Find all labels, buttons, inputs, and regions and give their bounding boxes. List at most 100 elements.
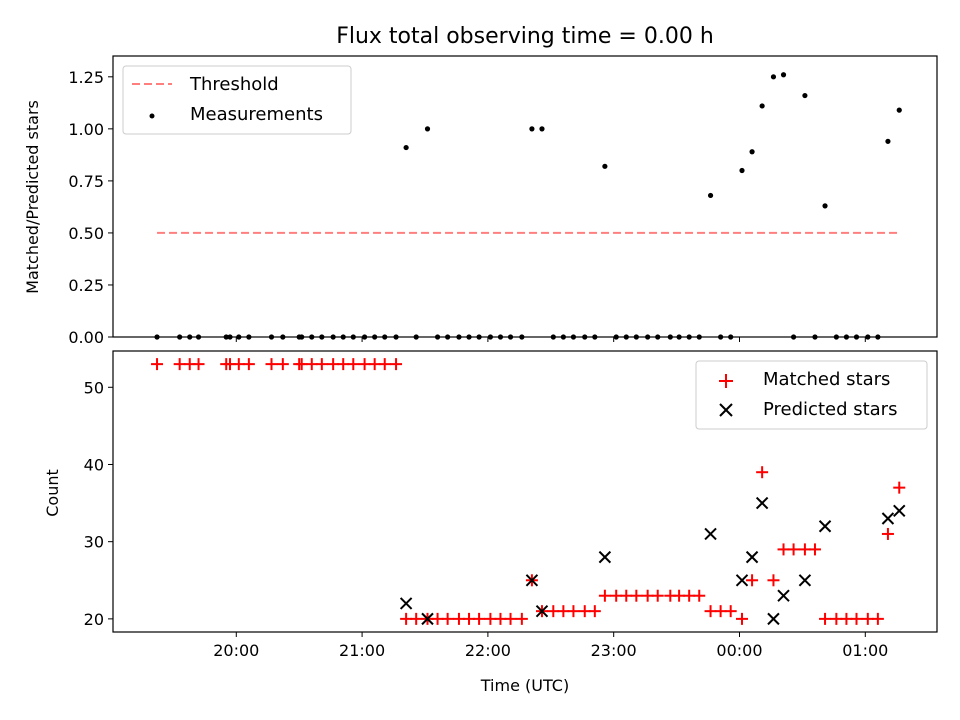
matched-star-marker bbox=[881, 527, 894, 540]
measurement-point bbox=[865, 334, 871, 340]
bottom-y-tick-label: 50 bbox=[84, 378, 104, 397]
measurement-point bbox=[246, 334, 252, 340]
bottom-legend: Matched stars Predicted stars bbox=[695, 360, 928, 430]
measurement-point bbox=[645, 334, 651, 340]
top-y-tick-label: 0.00 bbox=[68, 328, 104, 347]
matched-star-marker bbox=[693, 589, 706, 602]
predicted-star-stroke bbox=[881, 512, 895, 525]
matched-star-marker bbox=[704, 605, 717, 618]
measurement-point bbox=[875, 334, 881, 340]
matched-star-marker bbox=[378, 358, 391, 371]
matched-star-marker bbox=[390, 358, 403, 371]
measurement-point bbox=[466, 334, 472, 340]
matched-star-marker bbox=[808, 543, 821, 556]
matched-star-marker bbox=[463, 612, 476, 625]
measurement-point bbox=[299, 334, 305, 340]
measurement-point bbox=[822, 203, 828, 209]
measurement-point bbox=[507, 334, 514, 340]
predicted-star-marker bbox=[421, 612, 434, 626]
measurement-point bbox=[393, 334, 399, 340]
matched-star-marker bbox=[714, 605, 727, 618]
matched-star-marker bbox=[410, 612, 423, 625]
matched-star-marker bbox=[798, 543, 811, 556]
matched-star-marker bbox=[368, 358, 381, 371]
measurement-point bbox=[696, 334, 702, 340]
matched-star-marker bbox=[557, 605, 570, 618]
matched-star-marker bbox=[305, 358, 318, 371]
measurement-point bbox=[362, 334, 368, 340]
measurement-point bbox=[560, 334, 566, 340]
bottom-y-tick-label: 20 bbox=[84, 610, 104, 629]
matched-star-marker bbox=[620, 589, 633, 602]
chart-title: Flux total observing time = 0.00 h bbox=[336, 24, 714, 49]
measurement-point bbox=[853, 334, 860, 340]
legend-measurements-label: Measurements bbox=[190, 104, 323, 125]
bottom-x-tick-label: 22:00 bbox=[465, 641, 511, 660]
matched-star-marker bbox=[893, 481, 906, 494]
matched-star-marker bbox=[861, 612, 874, 625]
predicted-star-stroke bbox=[704, 527, 717, 541]
measurement-point bbox=[896, 107, 902, 113]
measurement-point bbox=[759, 103, 765, 109]
bottom-x-tick-label: 00:00 bbox=[716, 641, 762, 660]
predicted-stars-layer bbox=[399, 496, 906, 626]
matched-star-marker bbox=[494, 612, 507, 625]
top-y-tick-label: 1.00 bbox=[68, 120, 104, 139]
predicted-star-stroke bbox=[777, 589, 790, 602]
measurement-point bbox=[633, 334, 639, 340]
measurement-point bbox=[445, 334, 451, 340]
predicted-star-stroke bbox=[421, 612, 434, 626]
predicted-star-marker bbox=[598, 550, 612, 564]
matched-star-marker bbox=[819, 612, 832, 625]
measurement-point bbox=[519, 334, 525, 340]
matched-star-marker bbox=[850, 612, 863, 625]
measurement-point bbox=[812, 334, 818, 340]
predicted-star-marker bbox=[767, 612, 780, 626]
predicted-star-marker bbox=[704, 527, 717, 541]
measurement-point bbox=[154, 334, 160, 340]
legend-matched-label: Matched stars bbox=[763, 369, 890, 390]
bottom-x-tick-label: 23:00 bbox=[591, 641, 637, 660]
matched-star-marker bbox=[400, 612, 413, 625]
legend-matched-swatch bbox=[719, 374, 733, 388]
measurement-point bbox=[236, 334, 242, 340]
matched-star-marker bbox=[651, 589, 664, 602]
matched-star-marker bbox=[276, 358, 289, 371]
top-legend: Threshold Measurements bbox=[122, 65, 352, 135]
matched-star-marker bbox=[173, 358, 186, 371]
measurement-point bbox=[550, 334, 556, 340]
bottom-y-tick-label: 30 bbox=[84, 533, 104, 552]
measurement-point bbox=[280, 334, 286, 340]
measurement-point bbox=[707, 192, 714, 199]
measurement-point bbox=[177, 334, 183, 340]
top-panel: 0.00 0.25 0.50 0.75 1.00 1.25 Matched/Predict… bbox=[23, 55, 938, 347]
predicted-star-marker bbox=[535, 604, 549, 618]
matched-star-marker bbox=[777, 543, 790, 556]
x-axis-label: Time (UTC) bbox=[480, 676, 569, 695]
matched-star-marker bbox=[578, 605, 591, 618]
matched-star-marker bbox=[724, 605, 737, 618]
measurement-point bbox=[602, 163, 608, 169]
predicted-star-marker bbox=[399, 597, 413, 610]
measurement-point bbox=[802, 92, 808, 99]
bottom-legend-box bbox=[695, 360, 928, 430]
top-y-axis: 0.00 0.25 0.50 0.75 1.00 1.25 bbox=[68, 68, 113, 347]
matched-star-marker bbox=[515, 612, 528, 625]
matched-star-marker bbox=[567, 605, 580, 618]
matched-star-marker bbox=[358, 358, 371, 371]
legend-predicted-swatch bbox=[719, 403, 733, 417]
predicted-star-marker bbox=[745, 550, 759, 564]
matched-star-marker bbox=[232, 358, 245, 371]
matched-star-marker bbox=[151, 358, 164, 371]
matched-star-marker bbox=[441, 612, 454, 625]
legend-measurements-swatch bbox=[149, 113, 155, 119]
predicted-star-stroke bbox=[893, 504, 906, 518]
measurement-point bbox=[434, 334, 441, 340]
matched-star-marker bbox=[598, 589, 611, 602]
measurement-point bbox=[497, 334, 504, 340]
predicted-star-stroke bbox=[525, 574, 539, 587]
top-x-axis-ticks bbox=[235, 337, 866, 342]
predicted-star-marker bbox=[881, 512, 895, 525]
measurement-point bbox=[413, 334, 419, 340]
